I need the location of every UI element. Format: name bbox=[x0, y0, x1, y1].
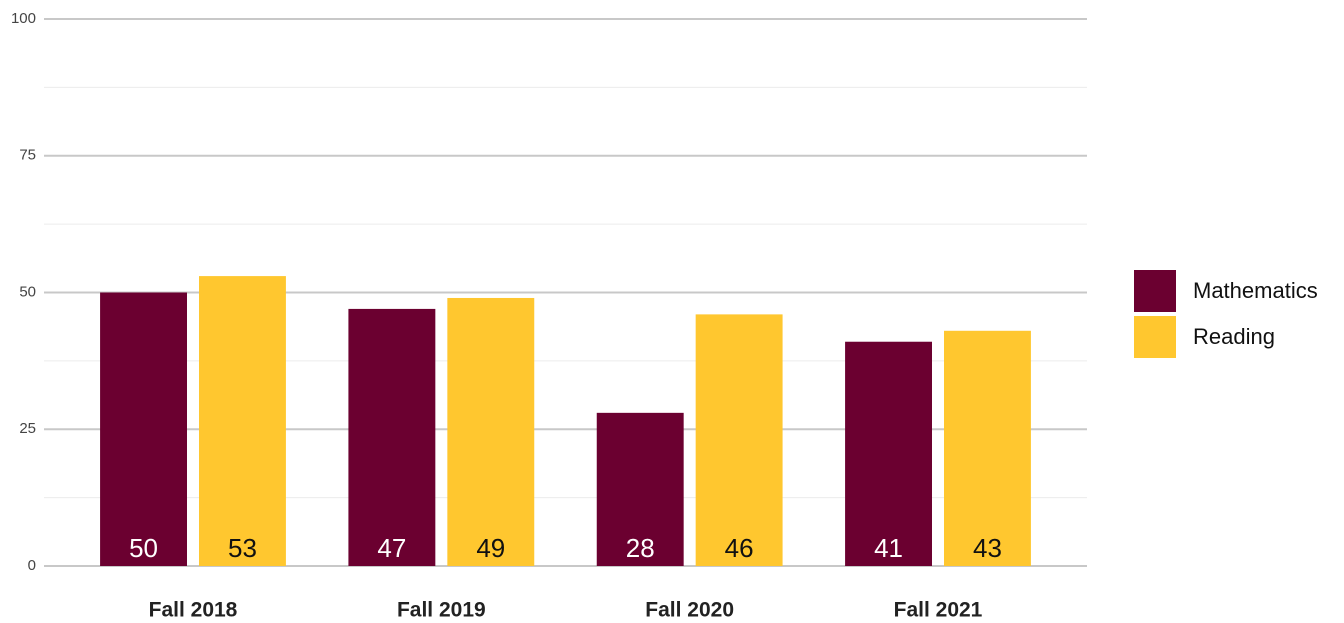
x-tick-label: Fall 2018 bbox=[149, 599, 238, 622]
y-tick-label: 0 bbox=[28, 557, 36, 574]
value-label: 53 bbox=[228, 533, 257, 563]
value-label: 43 bbox=[973, 533, 1002, 563]
y-tick-label: 25 bbox=[19, 420, 36, 437]
y-tick-label: 100 bbox=[11, 10, 36, 27]
value-label: 49 bbox=[476, 533, 505, 563]
bar bbox=[447, 297, 535, 566]
y-tick-label: 50 bbox=[19, 283, 36, 300]
bar bbox=[199, 276, 286, 566]
bar bbox=[695, 314, 783, 566]
legend-label: Mathematics bbox=[1193, 278, 1318, 303]
y-tick-label: 75 bbox=[19, 147, 36, 164]
x-tick-label: Fall 2019 bbox=[397, 599, 486, 622]
bar bbox=[944, 330, 1031, 566]
x-tick-label: Fall 2020 bbox=[645, 599, 734, 622]
legend-label: Reading bbox=[1193, 324, 1275, 349]
legend-swatch bbox=[1134, 270, 1176, 312]
value-label: 47 bbox=[377, 533, 406, 563]
bar bbox=[845, 341, 932, 566]
legend-swatch bbox=[1134, 316, 1176, 358]
x-tick-label: Fall 2021 bbox=[894, 599, 983, 622]
value-label: 28 bbox=[626, 533, 655, 563]
bar bbox=[348, 308, 436, 566]
bar bbox=[100, 292, 187, 566]
value-label: 50 bbox=[129, 533, 158, 563]
value-label: 41 bbox=[874, 533, 903, 563]
value-label: 46 bbox=[725, 533, 754, 563]
bar bbox=[596, 412, 684, 566]
